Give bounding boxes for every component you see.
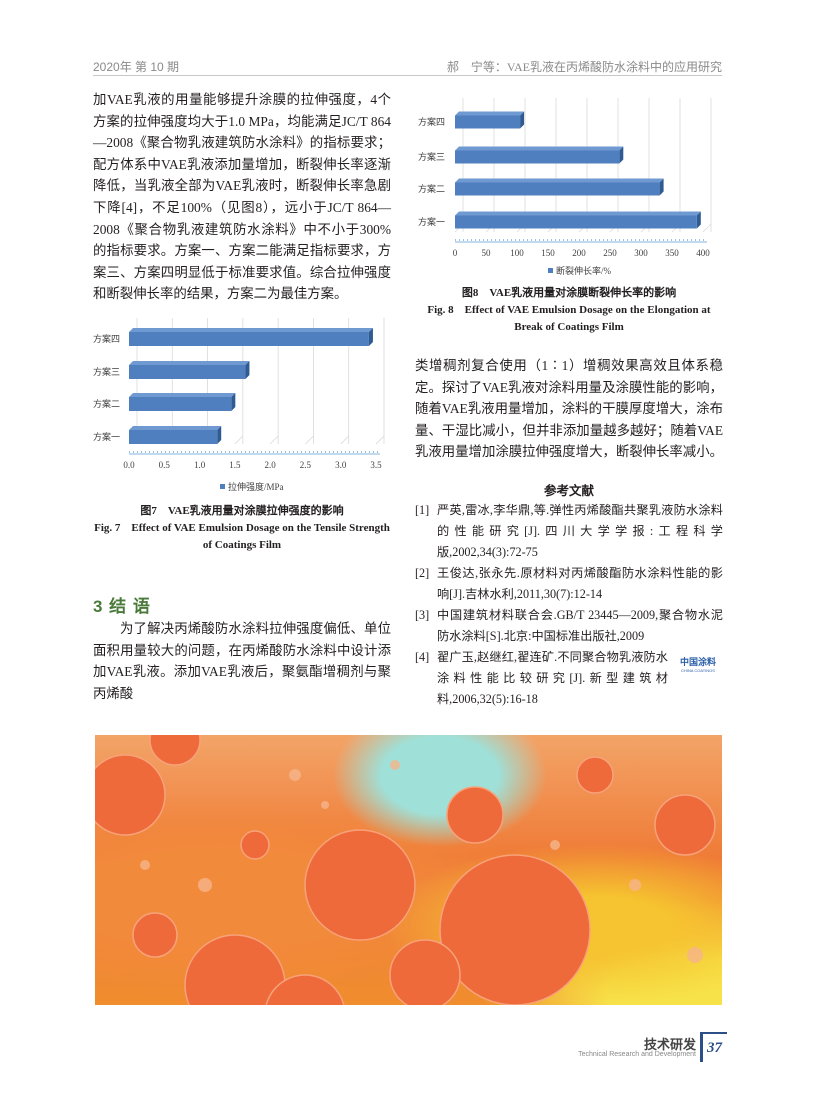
bar-4 [129,332,369,346]
bar-side [696,211,701,229]
x-tick-label: 0 [453,248,458,258]
x-tick-label: 400 [696,248,710,258]
reference-text: 中国建筑材料联合会.GB/T 23445—2009,聚合物水泥防水涂料[S].北… [437,608,723,643]
body-paragraph-2: 为了解决丙烯酸防水涂料拉伸强度偏低、单位面积用量较大的问题，在丙烯酸防水涂料中设… [93,621,391,701]
body-paragraph-1: 加VAE乳液的用量能够提升涂膜的拉伸强度，4个方案的拉伸强度均大于1.0 MPa… [93,92,391,302]
bubbles-illustration [95,735,716,1005]
reference-number: [2] [415,566,430,580]
page-number: 37 [707,1040,722,1056]
bar-top [129,393,236,397]
reference-number: [3] [415,608,430,622]
bar-top [455,146,624,151]
reference-item: [2] 王俊达,张永先.原材料对丙烯酸酯防水涂料性能的影响[J].吉林水利,201… [415,563,723,605]
y-category-label: 方案三 [418,151,445,162]
reference-item: [4] 翟广玉,赵继红,翟连矿.不同聚合物乳液防水涂料性能比较研究[J].新型建筑… [415,647,723,710]
y-category-label: 方案一 [93,431,120,442]
bar-side [659,178,664,196]
bar-top [455,211,701,216]
bar-side [231,393,236,411]
section-title: 3 结 语 [93,597,151,616]
x-tick-label: 3.0 [335,460,347,470]
reference-number: [1] [415,503,430,517]
header-divider [93,75,722,76]
x-tick-label: 100 [510,248,524,258]
y-category-label: 方案三 [93,366,120,377]
y-category-label: 方案四 [418,116,445,127]
bar-side [368,328,373,346]
x-tick-label: 350 [665,248,679,258]
x-tick-label: 150 [541,248,555,258]
fig7-caption-en: Fig. 7 Effect of VAE Emulsion Dosage on … [94,522,390,551]
reference-text: 严英,雷冰,李华鼎,等.弹性丙烯酸酯共聚乳液防水涂料的性能研究[J].四川大学学… [437,503,723,559]
gridline-depth [234,435,244,445]
y-category-label: 方案二 [418,183,445,194]
legend-swatch [548,268,553,273]
y-category-label: 方案四 [93,333,120,344]
legend-label: 断裂伸长率/% [556,265,612,276]
x-tick-label: 1.0 [194,460,206,470]
x-tick-label: 2.0 [265,460,277,470]
legend-label: 拉伸强度/MPa [228,481,284,492]
bar-2 [129,397,232,411]
x-tick-label: 200 [572,248,586,258]
china-coatings-logo: 中国涂料 CHINA COATINGS [680,657,717,673]
body-paragraph-3: 类增稠剂复合使用（1∶1）增稠效果高效且体系稳定。探讨了VAE乳液对涂料用量及涂… [415,358,723,460]
x-tick-label: 3.5 [370,460,382,470]
page-number-box: 37 [700,1032,727,1062]
running-title: 郝 宁等：VAE乳液在丙烯酸防水涂料中的应用研究 [446,60,722,74]
bar-top [129,361,250,365]
x-tick-label: 0.0 [123,460,135,470]
footer-section-cn: 技术研发 [643,1037,696,1052]
reference-text: 翟广玉,赵继红,翟连矿.不同聚合物乳液防水涂料性能比较研究[J].新型建筑材料,… [437,650,668,706]
x-tick-label: 50 [482,248,492,258]
bar-1 [455,215,697,229]
legend-swatch [220,484,225,489]
references-list: [1] 严英,雷冰,李华鼎,等.弹性丙烯酸酯共聚乳液防水涂料的性能研究[J].四川… [415,500,723,710]
y-category-label: 方案二 [93,398,120,409]
gridline-depth [305,435,314,445]
fig7-caption-cn: 图7 VAE乳液用量对涂膜拉伸强度的影响 [140,505,344,517]
issue-label: 2020年 第 10 期 [93,60,180,74]
gridline-depth [375,435,385,445]
bar-2 [455,182,660,196]
bar-top [455,111,525,116]
bar-side [619,146,624,164]
references-title: 参考文献 [543,484,594,498]
reference-item: [1] 严英,雷冰,李华鼎,等.弹性丙烯酸酯共聚乳液防水涂料的性能研究[J].四川… [415,500,723,563]
bar-3 [455,150,620,164]
x-tick-label: 250 [603,248,617,258]
x-tick-label: 2.5 [300,460,312,470]
y-category-label: 方案一 [418,216,445,227]
bar-1 [129,430,218,444]
fig8-caption-cn: 图8 VAE乳液用量对涂膜断裂伸长率的影响 [461,287,677,299]
reference-number: [4] [415,650,430,664]
bar-top [129,426,222,430]
footer-section-en: Technical Research and Development [578,1051,696,1058]
gridline-depth [340,435,349,445]
x-tick-label: 1.5 [229,460,241,470]
x-tick-label: 0.5 [159,460,171,470]
bar-top [129,328,373,332]
gridline-depth [269,435,279,445]
x-tick-label: 300 [634,248,648,258]
fig8-caption-en: Fig. 8 Effect of VAE Emulsion Dosage on … [427,304,711,333]
decorative-paint-bubbles-image [95,735,722,1005]
bar-3 [129,365,246,379]
bar-top [455,178,664,183]
bar-side [520,111,525,129]
bar-side [217,426,222,444]
bar-side [245,361,250,379]
gridline-depth [702,223,712,233]
reference-item: [3] 中国建筑材料联合会.GB/T 23445—2009,聚合物水泥防水涂料[S… [415,605,723,647]
bar-4 [455,115,521,129]
reference-text: 王俊达,张永先.原材料对丙烯酸酯防水涂料性能的影响[J].吉林水利,2011,3… [437,566,723,601]
